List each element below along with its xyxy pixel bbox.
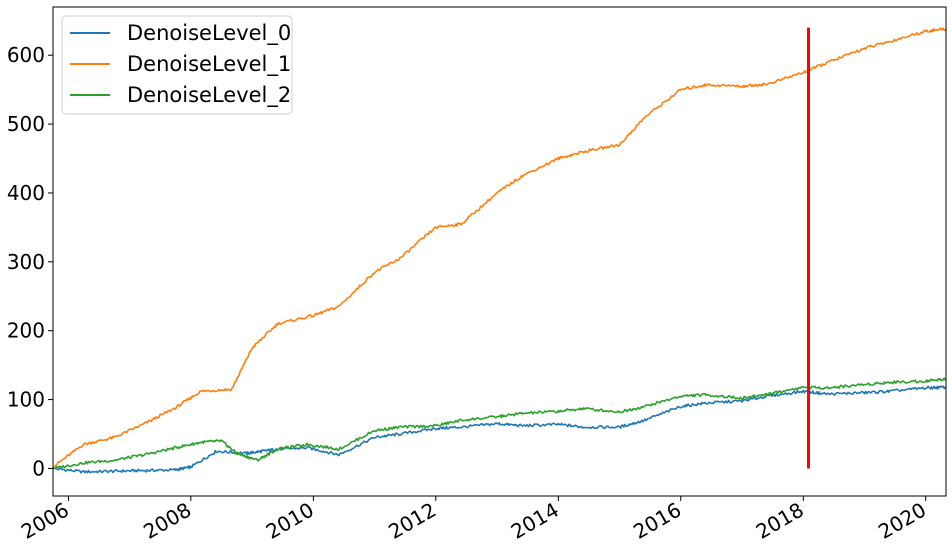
y-tick-label: 0 (32, 456, 45, 480)
legend-label: DenoiseLevel_1 (127, 52, 291, 77)
series-line-denoiselevel-1 (52, 27, 947, 469)
legend-label: DenoiseLevel_2 (127, 83, 291, 108)
plot-frame (52, 6, 947, 497)
series-line-denoiselevel-0 (52, 385, 947, 474)
legend-frame (61, 15, 293, 115)
y-axis: 0 100 200 300 400 500 600 (7, 43, 53, 480)
y-tick-label: 200 (7, 319, 45, 343)
series-layer (52, 27, 947, 474)
y-tick-label: 300 (7, 250, 45, 274)
y-tick-label: 100 (7, 388, 45, 412)
legend: DenoiseLevel_0 DenoiseLevel_1 DenoiseLevel… (61, 15, 293, 115)
legend-label: DenoiseLevel_0 (127, 21, 291, 46)
y-tick-label: 400 (7, 181, 45, 205)
y-tick-label: 600 (7, 43, 45, 67)
y-tick-label: 500 (7, 112, 45, 136)
series-line-denoiselevel-2 (52, 377, 947, 470)
